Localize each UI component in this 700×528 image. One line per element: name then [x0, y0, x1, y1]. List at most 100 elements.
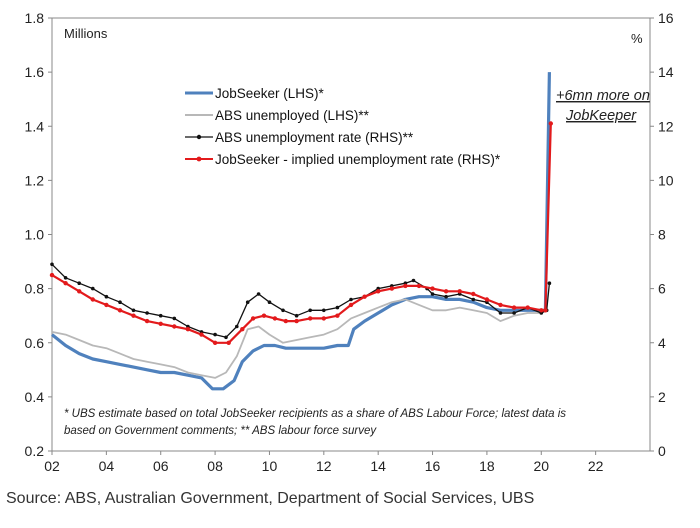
series-point-3: [548, 121, 553, 126]
annotation: +6mn more on JobKeeper: [556, 88, 650, 124]
series-point-3: [63, 281, 68, 286]
legend-marker-abs-rate: [196, 134, 202, 140]
x-tick-label: 16: [425, 458, 441, 474]
series-point-3: [240, 327, 245, 332]
series-line-2: [51, 263, 551, 338]
series-point-3: [362, 294, 367, 299]
series-point-2: [145, 311, 149, 315]
right-tick-label: 6: [658, 281, 666, 297]
series-point-3: [443, 289, 449, 294]
series-point-2: [430, 292, 435, 296]
series-point-3: [348, 302, 354, 308]
series-point-2: [444, 294, 448, 299]
x-tick-label: 20: [533, 458, 549, 474]
x-axis: 02 04 06 08 10 12 14 16 18 20 22: [44, 451, 604, 474]
series-point-3: [261, 313, 267, 318]
series-point-3: [498, 302, 503, 308]
series-point-3: [158, 321, 163, 326]
footnote-line-1: * UBS estimate based on total JobSeeker …: [64, 408, 566, 420]
series-point-3: [212, 340, 218, 345]
series-point-2: [77, 281, 81, 286]
series-point-3: [77, 289, 82, 294]
right-tick-label: 8: [658, 227, 666, 243]
series-point-3: [539, 308, 544, 313]
series-point-2: [256, 292, 261, 296]
series-point-3: [172, 324, 177, 329]
series-point-3: [457, 289, 462, 294]
series-point-3: [185, 327, 191, 332]
series-point-3: [430, 286, 435, 291]
series-line-0: [50, 72, 551, 391]
series-point-2: [118, 300, 122, 305]
x-tick-label: 12: [316, 458, 332, 474]
left-tick-label: 1.6: [25, 64, 45, 80]
legend-label-jobseeker: JobSeeker (LHS)*: [215, 86, 325, 101]
series-point-3: [49, 272, 55, 278]
right-tick-label: 16: [658, 10, 674, 26]
left-axis-unit: Millions: [64, 26, 108, 41]
left-tick-label: 0.2: [25, 443, 45, 459]
x-tick-label: 10: [262, 458, 278, 474]
series-point-3: [484, 297, 490, 302]
series-point-2: [498, 311, 503, 315]
annotation-line-1: +6mn more on: [556, 88, 650, 104]
x-tick-label: 04: [99, 458, 115, 474]
series-point-2: [104, 294, 109, 299]
series-layer: [49, 72, 553, 391]
left-tick-label: 0.6: [25, 335, 45, 351]
series-point-3: [525, 305, 530, 310]
series-point-2: [294, 313, 299, 318]
series-line-3: [51, 123, 552, 344]
left-tick-label: 1.4: [25, 118, 45, 134]
right-tick-label: 14: [658, 64, 674, 80]
series-point-2: [131, 308, 136, 313]
x-tick-label: 18: [479, 458, 495, 474]
right-axis: 0 2 4 6 8 10 12 14 16: [650, 10, 674, 459]
series-point-3: [90, 297, 96, 302]
legend-label-abs-rate: ABS unemployment rate (RHS)**: [215, 130, 414, 145]
series-point-2: [267, 300, 272, 305]
series-point-3: [283, 318, 288, 324]
left-tick-label: 1.0: [25, 227, 45, 243]
series-point-3: [117, 308, 123, 313]
series-point-2: [172, 316, 177, 321]
x-tick-label: 08: [207, 458, 223, 474]
series-point-3: [403, 283, 408, 289]
series-point-2: [471, 297, 476, 302]
series-point-3: [199, 332, 204, 337]
footnote: * UBS estimate based on total JobSeeker …: [64, 408, 566, 437]
series-point-3: [226, 340, 231, 345]
series-point-2: [308, 308, 313, 313]
series-point-2: [512, 311, 516, 315]
series-point-2: [411, 278, 416, 283]
series-point-2: [322, 308, 326, 313]
series-point-2: [50, 262, 54, 267]
right-tick-label: 10: [658, 172, 674, 188]
legend-label-implied-rate: JobSeeker - implied unemployment rate (R…: [215, 152, 501, 167]
legend: JobSeeker (LHS)* ABS unemployed (LHS)** …: [185, 86, 501, 167]
series-point-3: [543, 308, 548, 313]
series-point-2: [63, 276, 68, 280]
series-point-2: [547, 281, 552, 286]
series-point-2: [158, 313, 163, 318]
series-point-3: [294, 318, 299, 324]
right-tick-label: 0: [658, 443, 666, 459]
legend-label-abs-unemployed: ABS unemployed (LHS)**: [215, 108, 370, 123]
right-tick-label: 12: [658, 118, 674, 134]
series-point-3: [511, 305, 517, 310]
x-tick-label: 22: [588, 458, 604, 474]
x-tick-label: 06: [153, 458, 169, 474]
series-point-3: [272, 316, 278, 321]
series-point-3: [376, 289, 381, 294]
series-point-3: [335, 313, 340, 318]
series-point-3: [144, 318, 150, 324]
series-point-3: [471, 291, 476, 297]
series-point-2: [213, 332, 217, 337]
plot-frame: [51, 17, 651, 452]
source-note: Source: ABS, Australian Government, Depa…: [6, 490, 535, 507]
left-axis: 0.2 0.4 0.6 0.8 1.0 1.2 1.4 1.6 1.8: [25, 10, 52, 459]
series-point-3: [389, 286, 394, 291]
series-line-1: [51, 298, 548, 379]
series-point-2: [235, 324, 239, 329]
